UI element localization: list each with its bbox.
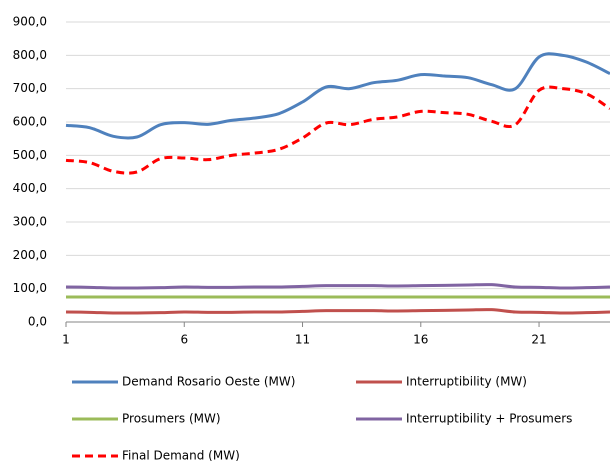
y-tick-label: 800,0 — [13, 48, 47, 62]
series-line — [65, 85, 610, 175]
y-tick-label: 300,0 — [13, 215, 47, 229]
legend-label: Demand Rosario Oeste (MW) — [122, 375, 295, 389]
y-tick-label: 0,0 — [28, 315, 47, 329]
x-tick-label: 6 — [180, 333, 188, 347]
legend-label: Prosumers (MW) — [122, 412, 221, 426]
y-tick-label: 900,0 — [13, 15, 47, 29]
x-tick-label: 1 — [62, 333, 70, 347]
legend-label: Interruptibility + Prosumers — [406, 412, 572, 426]
plot-area: 0,0 100,0 200,0 300,0 400,0 500,0 600,0 700,0 80… — [13, 15, 610, 347]
y-tick-label: 700,0 — [13, 81, 47, 95]
x-tick-label: 16 — [413, 333, 428, 347]
series-line — [65, 308, 610, 315]
y-tick-label: 500,0 — [13, 148, 47, 162]
x-tick-label: 21 — [531, 333, 546, 347]
y-tick-label: 400,0 — [13, 181, 47, 195]
y-tick-label: 100,0 — [13, 281, 47, 295]
legend: Demand Rosario Oeste (MW) Interruptibilit… — [72, 375, 572, 461]
legend-label: Interruptibility (MW) — [406, 375, 527, 389]
y-tick-label: 600,0 — [13, 115, 47, 129]
series-line — [65, 283, 610, 290]
series-line — [65, 52, 610, 140]
y-tick-label: 200,0 — [13, 248, 47, 262]
legend-label: Final Demand (MW) — [122, 449, 240, 461]
x-tick-label: 11 — [295, 333, 310, 347]
